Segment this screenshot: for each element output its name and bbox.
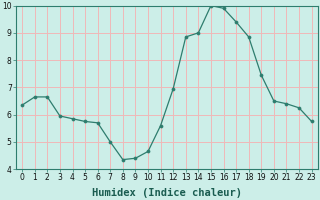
X-axis label: Humidex (Indice chaleur): Humidex (Indice chaleur) [92,188,242,198]
